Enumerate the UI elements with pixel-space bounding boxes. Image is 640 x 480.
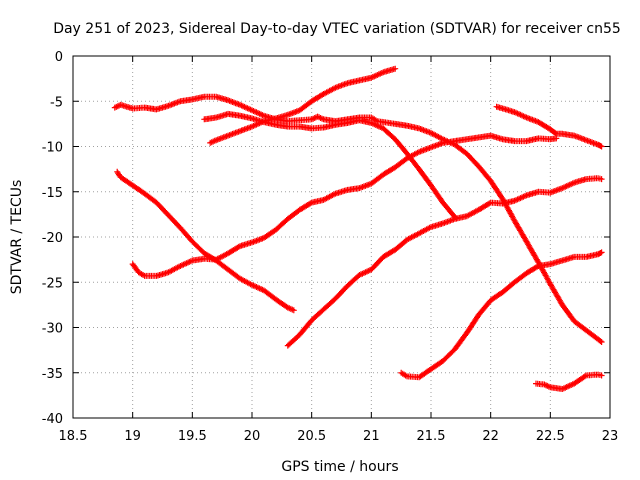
series-track-3 <box>207 65 399 146</box>
y-axis-label: SDTVAR / TECUs <box>9 180 25 295</box>
y-tick-label: -15 <box>42 186 63 201</box>
series-markers <box>493 103 605 150</box>
series-track-7 <box>493 103 605 150</box>
x-tick-label: 20 <box>244 429 261 444</box>
series-track-8 <box>398 249 605 381</box>
series-markers <box>114 168 297 314</box>
x-tick-label: 19.5 <box>178 429 207 444</box>
x-tick-label: 20.5 <box>297 429 326 444</box>
series-markers <box>111 93 605 345</box>
x-axis-label: GPS time / hours <box>281 459 398 475</box>
chart-title: Day 251 of 2023, Sidereal Day-to-day VTE… <box>53 21 621 37</box>
series-track-4 <box>114 168 297 314</box>
y-tick-label: -5 <box>50 95 63 110</box>
y-tick-label: 0 <box>55 50 63 65</box>
x-tick-label: 22 <box>482 429 499 444</box>
y-tick-label: -20 <box>42 231 63 246</box>
y-tick-label: -40 <box>42 412 63 427</box>
series-track-1 <box>111 93 605 345</box>
series-markers <box>533 371 605 392</box>
x-tick-label: 23 <box>602 429 619 444</box>
x-tick-label: 21 <box>363 429 380 444</box>
y-tick-label: -25 <box>42 276 63 291</box>
series-track-6 <box>284 175 605 349</box>
series-track-9 <box>533 371 605 392</box>
y-tick-label: -30 <box>42 322 63 337</box>
y-axis-tick-labels: 0 -5 -10 -15 -20 -25 -30 -35 -40 <box>42 50 63 427</box>
x-tick-label: 22.5 <box>536 429 565 444</box>
series-markers <box>207 65 399 146</box>
data-series <box>111 65 605 392</box>
axis-ticks <box>72 55 611 419</box>
y-tick-label: -35 <box>42 367 63 382</box>
series-markers <box>284 175 605 349</box>
x-tick-label: 19 <box>124 429 141 444</box>
x-tick-label: 21.5 <box>417 429 446 444</box>
x-tick-label: 18.5 <box>59 429 88 444</box>
y-tick-label: -10 <box>42 141 63 156</box>
x-axis-tick-labels: 18.5 19 19.5 20 20.5 21 21.5 22 22.5 23 <box>59 429 619 444</box>
series-markers <box>398 249 605 381</box>
series-track-5 <box>129 132 560 279</box>
series-markers <box>129 132 560 279</box>
